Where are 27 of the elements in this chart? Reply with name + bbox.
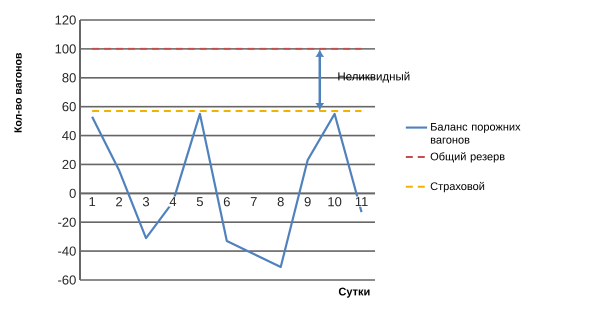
x-axis-title: Сутки bbox=[338, 288, 370, 298]
y-tick-label: 40 bbox=[62, 130, 76, 140]
x-tick-label: 3 bbox=[142, 197, 150, 206]
legend-label: Общий резерв bbox=[430, 152, 505, 163]
y-tick-label: 20 bbox=[62, 160, 76, 170]
x-tick-label: 10 bbox=[328, 197, 342, 206]
x-tick-label: 8 bbox=[278, 197, 284, 206]
x-tick-label: 11 bbox=[356, 197, 368, 206]
y-tick-label: 100 bbox=[56, 44, 76, 54]
y-tick-label: 80 bbox=[62, 73, 76, 82]
y-axis-title: Кол-во вагонов bbox=[14, 52, 22, 132]
x-tick-label: 7 bbox=[250, 197, 257, 206]
legend-label: Баланс порожних вагонов bbox=[430, 122, 520, 144]
annotation: Неликвидный bbox=[338, 72, 410, 83]
y-tick-label: -60 bbox=[58, 275, 76, 285]
x-tick-label: 9 bbox=[304, 197, 311, 206]
y-tick-label: 60 bbox=[62, 102, 76, 112]
x-tick-label: 4 bbox=[170, 197, 176, 206]
y-tick-label: 120 bbox=[56, 15, 76, 25]
x-tick-label: 2 bbox=[116, 197, 122, 206]
y-tick-label: -40 bbox=[58, 246, 76, 256]
legend-label: Страховой bbox=[430, 182, 484, 192]
x-tick-label: 5 bbox=[196, 197, 203, 206]
y-tick-label: 0 bbox=[70, 188, 76, 198]
x-tick-label: 1 bbox=[89, 197, 96, 206]
x-tick-label: 6 bbox=[224, 197, 230, 206]
y-tick-label: -20 bbox=[58, 218, 76, 227]
